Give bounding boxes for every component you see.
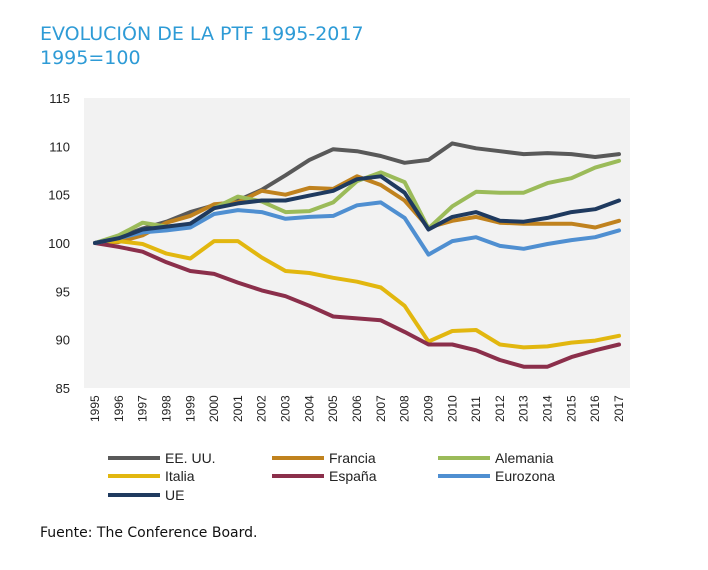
y-tick-label-90: 90	[56, 333, 70, 348]
series-line-ee-uu	[93, 141, 621, 245]
x-tick-label-2004: 2004	[302, 395, 316, 422]
chart-subtitle: 1995=100	[40, 47, 141, 69]
legend-label-francia: Francia	[329, 450, 376, 466]
x-tick-label-2010: 2010	[445, 395, 459, 422]
legend-label-alemania: Alemania	[495, 450, 554, 466]
series-line-italia	[93, 239, 621, 350]
x-tick-label-1997: 1997	[136, 395, 150, 422]
legend-label-eurozona: Eurozona	[495, 468, 555, 484]
y-tick-label-110: 110	[49, 139, 70, 154]
x-tick-label-2000: 2000	[207, 395, 221, 422]
chart-title: EVOLUCIÓN DE LA PTF 1995-2017	[40, 23, 364, 45]
plot-area	[84, 98, 630, 388]
x-tick-label-1998: 1998	[159, 395, 173, 422]
x-tick-label-1999: 1999	[183, 395, 197, 422]
legend-label-italia: Italia	[165, 468, 195, 484]
x-tick-label-2009: 2009	[421, 395, 435, 422]
series-line-ue	[93, 174, 621, 245]
y-tick-label-85: 85	[56, 381, 70, 396]
x-tick-label-2013: 2013	[517, 395, 531, 422]
x-tick-label-2008: 2008	[398, 395, 412, 422]
y-tick-label-105: 105	[48, 188, 70, 203]
x-tick-label-2017: 2017	[612, 395, 626, 422]
x-tick-label-2003: 2003	[279, 395, 293, 422]
x-tick-label-2002: 2002	[255, 395, 269, 422]
x-tick-label-2005: 2005	[326, 395, 340, 422]
series-line-francia	[93, 174, 621, 245]
x-tick-label-2016: 2016	[588, 395, 602, 422]
source-note: Fuente: The Conference Board.	[40, 525, 258, 541]
x-tick-label-2012: 2012	[493, 395, 507, 422]
x-tick-label-2006: 2006	[350, 395, 364, 422]
legend-label-españa: España	[329, 468, 377, 484]
y-tick-label-100: 100	[48, 236, 70, 251]
x-tick-label-1996: 1996	[112, 395, 126, 422]
y-tick-label-95: 95	[56, 284, 70, 299]
x-tick-label-2015: 2015	[564, 395, 578, 422]
chart-title-block: EVOLUCIÓN DE LA PTF 1995-2017 1995=100	[40, 22, 364, 70]
y-tick-label-115: 115	[49, 91, 70, 106]
x-tick-label-1995: 1995	[88, 395, 102, 422]
x-tick-label-2011: 2011	[469, 396, 483, 422]
legend-label-ue: UE	[165, 487, 184, 503]
x-tick-label-2001: 2001	[231, 395, 245, 422]
legend-label-ee-uu: EE. UU.	[165, 450, 216, 466]
x-tick-label-2007: 2007	[374, 395, 388, 422]
series-line-eurozona	[93, 200, 621, 257]
x-tick-label-2014: 2014	[541, 395, 555, 422]
series-line-españa	[93, 241, 621, 369]
